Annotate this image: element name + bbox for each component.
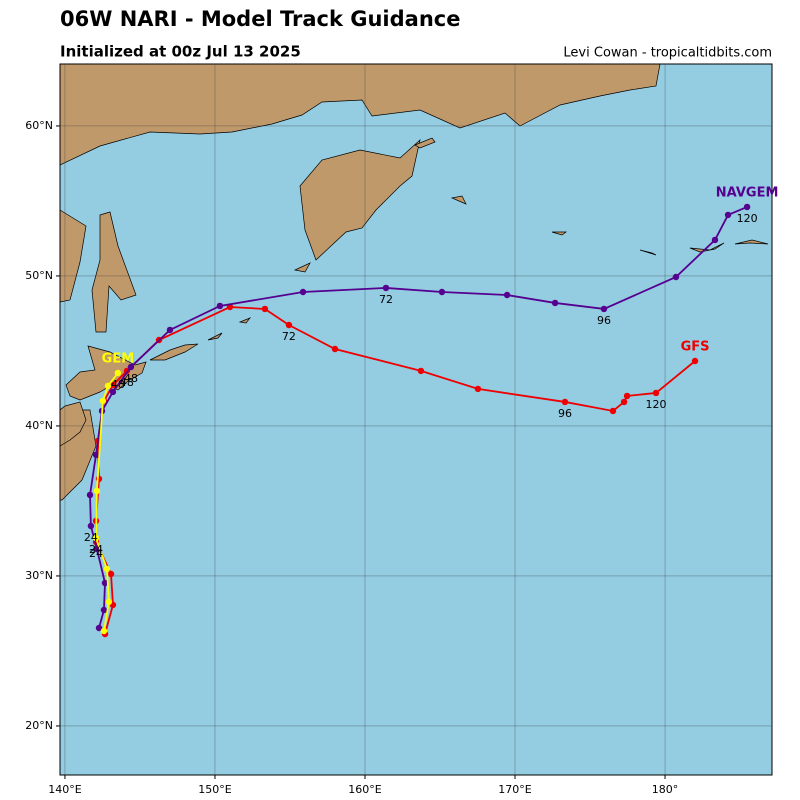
track-point [474, 385, 482, 393]
track-point [724, 211, 732, 219]
lat-tick-label: 50°N [25, 269, 53, 282]
forecast-hour-label: 96 [597, 314, 611, 327]
track-point [114, 369, 122, 377]
track-point [100, 606, 108, 614]
lon-tick-label: 180° [652, 783, 679, 796]
track-point [551, 299, 559, 307]
forecast-hour-label: 72 [282, 330, 296, 343]
lon-tick-label: 170°E [498, 783, 531, 796]
track-point [99, 397, 107, 405]
forecast-hour-label: 96 [558, 407, 572, 420]
track-point [216, 302, 224, 310]
track-point [503, 291, 511, 299]
lon-tick-label: 160°E [348, 783, 381, 796]
forecast-hour-label: 48 [124, 372, 138, 385]
track-point [103, 565, 111, 573]
track-point [93, 487, 101, 495]
track-point [299, 288, 307, 296]
track-point [92, 451, 100, 459]
lat-tick-label: 60°N [25, 119, 53, 132]
track-point [417, 367, 425, 375]
track-point [101, 579, 109, 587]
track-point [285, 321, 293, 329]
forecast-hour-label: 48 [120, 376, 134, 389]
ocean [60, 64, 772, 775]
track-point [261, 305, 269, 313]
track-point [623, 392, 631, 400]
forecast-hour-label: 24 [89, 543, 103, 556]
track-point [105, 598, 113, 606]
track-point [691, 357, 699, 365]
lat-tick-label: 40°N [25, 419, 53, 432]
title: 06W NARI - Model Track Guidance [60, 7, 460, 31]
track-point [92, 534, 100, 542]
forecast-hour-label: 24 [89, 547, 103, 560]
graticule: 140°E 150°E 160°E 170°E 180° 20°N 30°N 40°N 50°N… [25, 64, 772, 796]
track-point [95, 624, 103, 632]
track-point [166, 326, 174, 334]
forecast-hour-label: 120 [737, 212, 758, 225]
track-point [600, 305, 608, 313]
forecast-hour-label: 120 [646, 398, 667, 411]
track-point [109, 388, 117, 396]
credit: Levi Cowan - tropicaltidbits.com [563, 46, 772, 61]
model-name-label: GEM [102, 352, 135, 367]
track-point [711, 236, 719, 244]
track-point [127, 363, 135, 371]
track-point [109, 381, 117, 389]
land [60, 64, 769, 501]
forecast-hour-label: 72 [379, 293, 393, 306]
track-point [107, 570, 115, 578]
map-frame [59, 63, 773, 776]
track-point [86, 491, 94, 499]
subtitle: Initialized at 00z Jul 13 2025 [60, 43, 301, 61]
lon-tick-label: 150°E [198, 783, 231, 796]
track-point [100, 627, 108, 635]
track-point [104, 382, 112, 390]
track-point [438, 288, 446, 296]
model-name-label: GFS [681, 340, 710, 355]
track-point [652, 389, 660, 397]
model-name-label: NAVGEM [716, 185, 779, 200]
track-point [620, 398, 628, 406]
track-point [382, 284, 390, 292]
track-point [672, 273, 680, 281]
track-point [331, 345, 339, 353]
track-point [743, 203, 751, 211]
track-point [609, 407, 617, 415]
lat-tick-label: 30°N [25, 569, 53, 582]
lon-tick-label: 140°E [48, 783, 81, 796]
track-point [561, 398, 569, 406]
tracks: 24 48 72 96 120 GFS 24 48 72 96 120 NAVGEM 24 48 GEM [84, 185, 779, 638]
lat-tick-label: 20°N [25, 719, 53, 732]
forecast-hour-label: 48 [111, 378, 125, 391]
track-point [87, 522, 95, 530]
forecast-hour-label: 24 [84, 531, 98, 544]
